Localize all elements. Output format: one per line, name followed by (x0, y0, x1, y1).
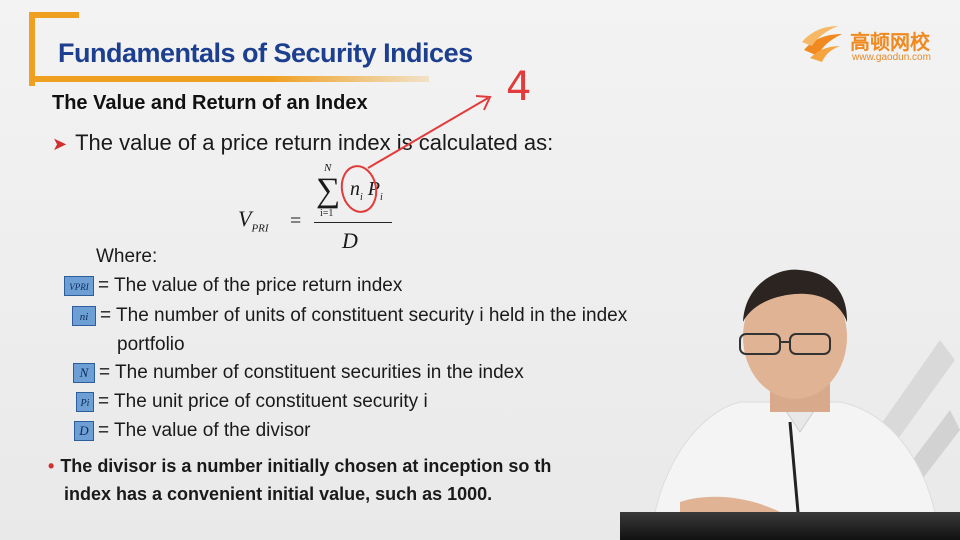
presenter-figure (649, 269, 941, 540)
ink-handwritten-4: 4 (506, 64, 531, 110)
definition-text: = The value of the price return index (98, 275, 403, 296)
where-label: Where: (96, 246, 158, 267)
logo-url-text: www.gaodun.com (852, 52, 931, 63)
gaodun-wings-icon (802, 26, 842, 62)
title-bracket (29, 12, 79, 86)
bullet-dot-icon: • (48, 456, 55, 476)
index-formula: VPRI = N ∑ i=1 ni Pi D (238, 160, 408, 260)
sum-upper-limit: N (324, 162, 332, 174)
fraction-bar (314, 222, 392, 223)
divisor-note-line2: index has a convenient initial value, su… (64, 484, 493, 504)
main-bullet: ➤ The value of a price return index is ca… (52, 130, 553, 156)
definition-text: = The unit price of constituent security… (98, 391, 428, 412)
main-bullet-text: The value of a price return index is cal… (75, 130, 554, 155)
gaodun-logo: 高顿网校 www.gaodun.com (800, 20, 950, 66)
definition-d: D = The value of the divisor (74, 420, 310, 442)
definition-text: = The value of the divisor (98, 420, 311, 441)
title-underline (29, 76, 429, 82)
symbol-box-ni: ni (72, 306, 96, 326)
ink-circle-ni (340, 165, 378, 213)
definition-ni: ni = The number of units of constituent … (72, 305, 627, 327)
symbol-box-vpri: VPRI (64, 276, 94, 296)
formula-lhs: VPRI (238, 206, 269, 235)
definition-n: N = The number of constituent securities… (73, 362, 524, 384)
divisor-note-line1: The divisor is a number initially chosen… (60, 456, 541, 476)
podium (620, 512, 960, 540)
arrow-bullet-icon: ➤ (52, 134, 68, 154)
divisor-note-line1-tail: h (540, 456, 552, 476)
symbol-box-n: N (73, 363, 95, 383)
ink-arrow-head (475, 95, 492, 111)
symbol-box-pi: Pi (76, 392, 94, 412)
slide-title: Fundamentals of Security Indices (58, 38, 473, 68)
formula-equals: = (290, 210, 302, 232)
slide-subtitle: The Value and Return of an Index (52, 92, 368, 114)
logo-chinese-text: 高顿网校 (850, 32, 930, 54)
definition-text: = The number of units of constituent sec… (100, 305, 628, 326)
sum-lower-limit: i=1 (320, 208, 334, 219)
definition-ni-continuation: portfolio (117, 334, 185, 355)
definition-pi: Pi = The unit price of constituent secur… (76, 391, 428, 413)
formula-denominator: D (342, 228, 358, 253)
definition-text: = The number of constituent securities i… (99, 362, 524, 383)
ink-arrow-line (367, 97, 489, 169)
sum-symbol: ∑ (316, 172, 341, 209)
divisor-note: • The divisor is a number initially chose… (48, 452, 551, 508)
definition-vpri: VPRI = The value of the price return ind… (64, 275, 402, 297)
symbol-box-d: D (74, 421, 94, 441)
